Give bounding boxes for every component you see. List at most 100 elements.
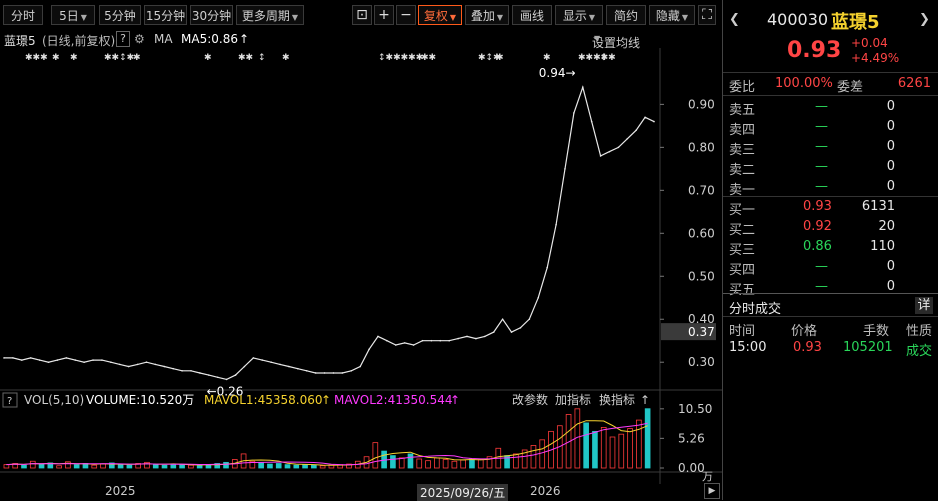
ask-row[interactable]: 卖二 — 0 [729,159,895,178]
chart-params: (日线,前复权) [42,34,116,48]
volume-value: VOLUME:10.520万 [86,393,194,407]
price-point [261,359,264,361]
volume-bar [275,463,282,469]
tab-15min[interactable]: 15分钟 [144,5,187,25]
expand-icon[interactable]: ⛶ [698,5,716,25]
display-button[interactable]: 显示 ▼ [555,5,603,25]
volume-bar [73,464,80,469]
price-point [279,363,281,366]
prev-stock-icon[interactable]: ❮ [729,12,740,27]
indicator-info-bar: 蓝璟5 (日线,前复权) ? ⚙ MA MA5:0.86 ↑ 设置均线 ▼ [4,31,641,50]
volume-bar [539,439,546,469]
adjust-button[interactable]: 复权 ▼ [418,5,462,25]
help-icon[interactable]: ? [116,31,130,47]
detail-button[interactable]: 详 [915,297,933,314]
price-point [394,344,397,346]
low-annotation: ←0.26 [207,384,244,398]
price-point [510,331,513,333]
price-point [635,129,637,131]
volume-help-icon[interactable] [2,392,18,408]
zoom-out-icon[interactable]: − [396,5,416,25]
simple-button[interactable]: 简约 [606,5,646,25]
switch-indicator-button: 换指标 [599,392,635,407]
signal-marker: ✱ [282,53,290,63]
price-point [386,339,388,342]
tab-intraday[interactable]: 分时 [3,5,43,25]
price-point [457,337,459,340]
tab-5min[interactable]: 5分钟 [99,5,141,25]
price-point [492,331,495,333]
arrow-up-icon: ↑ [321,393,331,407]
scroll-right-icon[interactable]: ▶ [704,483,720,499]
ask-row[interactable]: 卖五 — 0 [729,99,895,118]
order-ratio-value: 100.00% [775,76,833,91]
price-point [127,365,130,368]
volume-bar [91,464,98,469]
volume-bar [434,457,440,469]
date-label-2026: 2026 [530,484,561,498]
volume-bar [548,430,554,469]
zoom-in-icon[interactable]: + [374,5,394,25]
volume-bar [644,408,651,469]
volume-bar [442,459,449,469]
bid-row[interactable]: 买二 0.92 20 [729,219,895,238]
volume-bar [109,462,115,469]
ma-label: MA [154,32,173,46]
volume-bar [214,463,221,469]
draw-line-button[interactable]: 画线 [512,5,552,25]
bid-row[interactable]: 买四 — 0 [729,259,895,278]
next-stock-icon[interactable]: ❯ [919,12,930,27]
volume-help-text: ? [7,396,12,407]
ask-row[interactable]: 卖三 — 0 [729,139,895,158]
volume-bar [249,460,256,469]
chevron-down-icon: ▼ [681,13,689,22]
price-tick-label: 0.90 [688,97,715,111]
gear-icon[interactable]: ⚙ [134,32,145,46]
price-point [573,112,575,114]
mavol1-line [6,420,648,466]
divider [723,196,938,197]
signal-marker: ↕ [600,53,608,63]
ask-row[interactable]: 卖一 — 0 [729,179,895,198]
volume-bar [258,462,264,469]
price-line[interactable] [4,85,655,381]
volume-bar [12,463,19,469]
ask-row[interactable]: 卖四 — 0 [729,119,895,138]
price-point [599,155,602,157]
overlay-button[interactable]: 叠加 ▼ [465,5,509,25]
high-annotation: 0.94→ [539,66,576,80]
price-point [341,372,344,374]
price-point [199,372,201,374]
volume-bar [600,427,607,469]
signal-marker: ✱ [496,53,504,63]
price-point [190,370,192,372]
price-point [163,365,166,368]
trade-row: 15:00 0.93 105201 成交 [729,340,933,359]
price-point [412,344,415,346]
arrow-up-icon: ↑ [640,393,650,407]
bid-row[interactable]: 买五 — 0 [729,279,895,298]
hide-button[interactable]: 隐藏 ▼ [649,5,695,25]
price-tick-label: 0.70 [688,183,715,197]
price-point [305,370,308,372]
price-volume-chart[interactable]: ✱✱✱ ✱ ✱ ✱✱↕✱✱ ✱ ✱✱ ↕ ✱ ↕✱✱✱✱✱✱✱ ✱↕✱✱ ✱ ✱✱✱✱✱↕0.900.… [0,48,722,484]
order-ratio-row: 委比 100.00% 委差 6261 [729,76,931,95]
signal-marker: ✱✱ [421,53,436,63]
volume-bar [609,436,616,469]
bid-row[interactable]: 买一 0.93 6131 [729,199,895,218]
price-point [136,363,139,366]
price-point [145,361,148,364]
price-point [608,150,611,153]
bid-row[interactable]: 买三 0.86 110 [729,239,895,258]
price-point [47,361,50,364]
tab-30min[interactable]: 30分钟 [190,5,233,25]
volume-bar [592,430,598,469]
price-point [501,318,504,321]
trades-columns: 时间 价格 手数 性质 [729,324,933,339]
tab-more-periods[interactable]: 更多周期 ▼ [236,5,304,25]
price-tick-label: 0.40 [688,312,715,326]
price-point [403,342,406,344]
price-point [207,374,210,376]
tab-5day[interactable]: 5日 ▼ [51,5,95,25]
lock-icon[interactable]: ⊡ [352,5,372,25]
